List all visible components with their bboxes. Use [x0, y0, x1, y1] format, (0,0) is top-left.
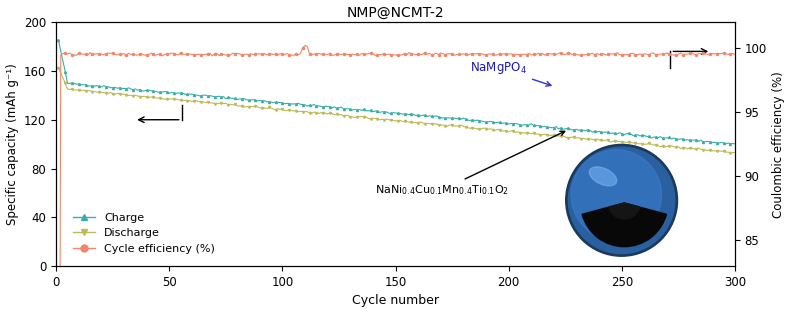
Discharge: [454, 124, 464, 128]
Cycle efficiency (%): [626, 52, 636, 55]
Wedge shape: [609, 203, 640, 219]
Circle shape: [569, 147, 675, 254]
Text: NaMgPO$_4$: NaMgPO$_4$: [470, 60, 551, 86]
Cycle efficiency (%): [56, 53, 66, 57]
Circle shape: [566, 144, 678, 256]
Charge: [456, 117, 466, 121]
Text: NaNi$_{0.4}$Cu$_{0.1}$Mn$_{0.4}$Ti$_{0.1}$O$_2$: NaNi$_{0.4}$Cu$_{0.1}$Mn$_{0.4}$Ti$_{0.1…: [375, 131, 565, 197]
Discharge: [725, 151, 735, 155]
Discharge: [467, 126, 477, 130]
Line: Charge: Charge: [58, 39, 736, 145]
Cycle efficiency (%): [456, 52, 466, 56]
Discharge: [667, 144, 676, 148]
Charge: [54, 38, 63, 42]
Charge: [730, 142, 740, 146]
Charge: [624, 131, 634, 135]
Cycle efficiency (%): [470, 52, 479, 56]
Circle shape: [571, 150, 661, 240]
Title: NMP@NCMT-2: NMP@NCMT-2: [346, 6, 445, 19]
Discharge: [54, 66, 63, 69]
Charge: [667, 137, 676, 141]
Cycle efficiency (%): [459, 52, 468, 56]
X-axis label: Cycle number: Cycle number: [352, 295, 439, 307]
Cycle efficiency (%): [730, 53, 740, 57]
Y-axis label: Coulombic efficiency (%): Coulombic efficiency (%): [773, 71, 785, 218]
Ellipse shape: [589, 167, 617, 186]
Legend: Charge, Discharge, Cycle efficiency (%): Charge, Discharge, Cycle efficiency (%): [69, 208, 219, 258]
Discharge: [56, 71, 66, 75]
Cycle efficiency (%): [669, 53, 679, 57]
Charge: [56, 49, 66, 53]
Discharge: [624, 140, 634, 144]
Cycle efficiency (%): [301, 44, 310, 47]
Discharge: [456, 123, 466, 127]
Charge: [467, 118, 477, 122]
Y-axis label: Specific capacity (mAh g⁻¹): Specific capacity (mAh g⁻¹): [6, 63, 18, 225]
Wedge shape: [582, 203, 667, 247]
Line: Cycle efficiency (%): Cycle efficiency (%): [58, 44, 736, 313]
Charge: [454, 116, 464, 120]
Discharge: [730, 151, 740, 154]
Line: Discharge: Discharge: [58, 67, 736, 154]
